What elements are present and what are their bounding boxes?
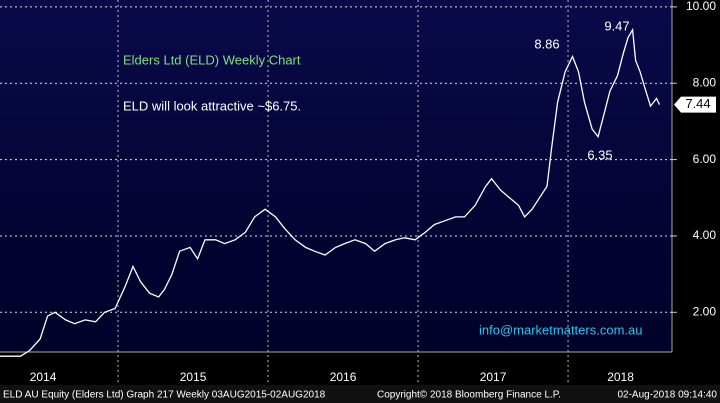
plot-area: [0, 0, 672, 352]
footer-text: 02-Aug-2018 09:14:40: [617, 390, 717, 401]
annotation: ELD will look attractive ~$6.75.: [123, 98, 301, 113]
y-axis-panel: [672, 0, 720, 385]
annotation: 6.35: [587, 147, 612, 162]
x-tick-label: 2016: [330, 370, 357, 384]
y-tick-label: 6.00: [693, 152, 717, 166]
y-tick-label: 4.00: [693, 228, 717, 242]
annotation: Elders Ltd (ELD) Weekly Chart: [123, 52, 301, 67]
y-tick-label: 2.00: [693, 304, 717, 318]
annotation: 9.47: [604, 18, 629, 33]
x-tick-label: 2014: [30, 370, 57, 384]
x-axis-panel: [0, 352, 720, 385]
footer-bar: [0, 385, 720, 403]
annotation: 8.86: [534, 36, 559, 51]
y-tick-label: 8.00: [693, 75, 717, 89]
x-tick-label: 2015: [180, 370, 207, 384]
footer-text: ELD AU Equity (Elders Ltd) Graph 217 Wee…: [3, 390, 326, 401]
price-line: [0, 27, 661, 357]
y-tick-label: 10.00: [686, 0, 716, 13]
annotation: info@marketmatters.com.au: [479, 322, 642, 337]
last-price-label: 7.44: [685, 96, 710, 111]
x-tick-label: 2017: [480, 370, 507, 384]
last-price-tag: [674, 96, 716, 113]
footer-text: Copyright© 2018 Bloomberg Finance L.P.: [377, 390, 561, 401]
x-tick-label: 2018: [607, 370, 634, 384]
